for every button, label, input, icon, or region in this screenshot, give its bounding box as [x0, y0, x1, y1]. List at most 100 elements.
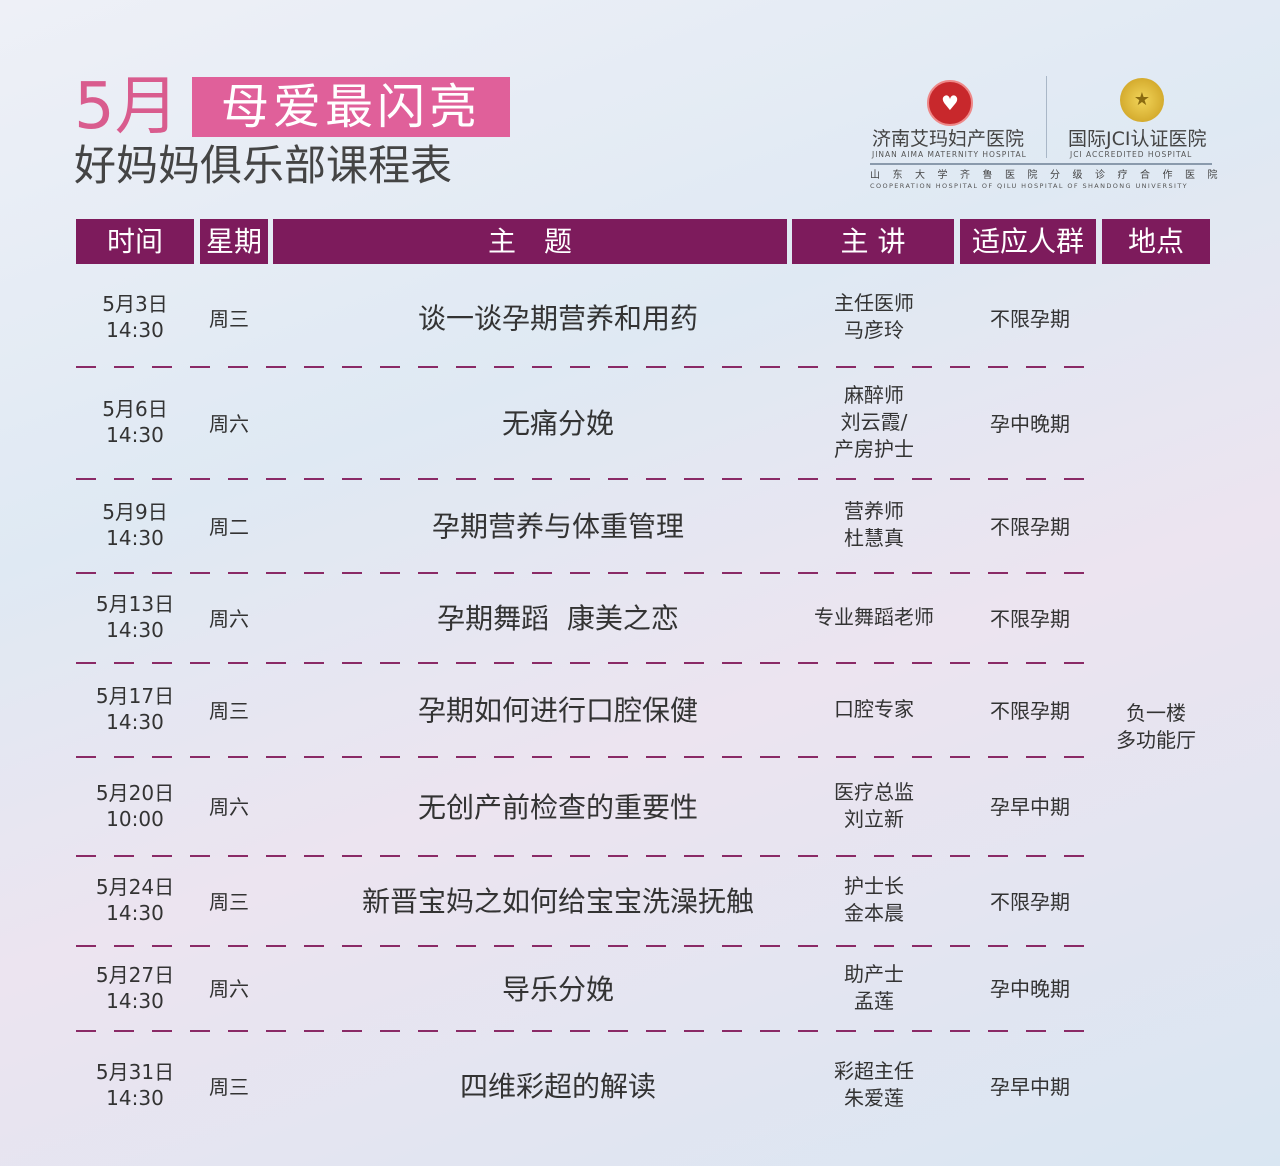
speaker-line: 主任医师 — [834, 291, 914, 315]
slogan-banner: 母爱最闪亮 — [192, 77, 510, 137]
time-cell: 5月31日 14:30 — [76, 1030, 194, 1140]
time-cell: 5月3日 14:30 — [76, 268, 194, 366]
audience-cell: 孕早中期 — [990, 795, 1070, 819]
topic-cell: 四维彩超的解读 — [459, 1070, 656, 1103]
speaker-cell: 护士长 金本晨 — [792, 855, 956, 945]
audience-cell: 孕中晚期 — [990, 977, 1070, 1001]
row-divider — [76, 572, 1102, 574]
time: 14:30 — [106, 988, 164, 1013]
speaker-cell: 营养师 杜慧真 — [792, 478, 956, 572]
audience-cell: 不限孕期 — [990, 606, 1070, 631]
table-row: 5月13日 14:30 周六 孕期舞蹈 康美之恋 专业舞蹈老师 不限孕期 — [76, 572, 1100, 662]
column-header-location: 地点 — [1102, 219, 1210, 264]
row-divider — [76, 478, 1102, 480]
row-divider — [76, 945, 1102, 947]
speaker-line: 护士长 — [844, 874, 904, 898]
column-header-speaker: 主 讲 — [792, 219, 954, 264]
hospital-name-en: JINAN AIMA MATERNITY HOSPITAL — [872, 150, 1027, 159]
weekday-cell: 周六 — [209, 411, 249, 436]
time-cell: 5月6日 14:30 — [76, 366, 194, 478]
speaker-line: 专业舞蹈老师 — [814, 604, 934, 629]
speaker-line: 马彦玲 — [844, 318, 904, 342]
time-cell: 5月24日 14:30 — [76, 855, 194, 945]
speaker-cell: 医疗总监 刘立新 — [792, 756, 956, 855]
table-row: 5月31日 14:30 周三 四维彩超的解读 彩超主任朱爱莲 孕早中期 — [76, 1030, 1100, 1140]
date: 5月13日 — [95, 592, 175, 616]
speaker-cell: 专业舞蹈老师 — [792, 572, 956, 662]
time-cell: 5月27日 14:30 — [76, 945, 194, 1030]
jci-label-en: JCI ACCREDITED HOSPITAL — [1070, 150, 1193, 159]
time-cell: 5月13日 14:30 — [76, 572, 194, 662]
weekday-cell: 周二 — [209, 514, 249, 539]
audience-cell: 孕中晚期 — [990, 411, 1070, 436]
speaker-line: 彩超主任 — [834, 1059, 914, 1083]
table-row: 5月17日 14:30 周三 孕期如何进行口腔保健 口腔专家 不限孕期 — [76, 662, 1100, 756]
time: 14:30 — [106, 526, 164, 550]
time-cell: 5月17日 14:30 — [76, 662, 194, 756]
date: 5月24日 — [95, 875, 175, 899]
jci-label: 国际JCI认证医院 — [1068, 128, 1207, 150]
topic-cell: 孕期如何进行口腔保健 — [417, 694, 698, 727]
time: 14:30 — [106, 1086, 164, 1110]
time: 10:00 — [106, 806, 164, 831]
audience-cell: 不限孕期 — [990, 514, 1070, 539]
divider — [1046, 76, 1047, 158]
date: 5月17日 — [95, 684, 175, 708]
row-divider — [76, 366, 1102, 368]
speaker-line: 医疗总监 — [834, 779, 914, 804]
speaker-line: 朱爱莲 — [844, 1086, 904, 1110]
table-row: 5月9日 14:30 周二 孕期营养与体重管理 营养师 杜慧真 不限孕期 — [76, 478, 1100, 572]
location-line: 多功能厅 — [1116, 728, 1196, 752]
hospital-name: 济南艾玛妇产医院 — [872, 128, 1025, 150]
row-divider — [76, 756, 1102, 758]
column-header-day: 星期 — [200, 219, 268, 264]
time: 14:30 — [106, 618, 164, 642]
column-header-audience: 适应人群 — [960, 219, 1096, 264]
topic-cell: 无创产前检查的重要性 — [417, 790, 698, 824]
table-row: 5月20日 10:00 周六 无创产前检查的重要性 医疗总监 刘立新 孕早中期 — [76, 756, 1100, 855]
date: 5月9日 — [102, 500, 168, 524]
time-cell: 5月9日 14:30 — [76, 478, 194, 572]
topic-cell: 孕期营养与体重管理 — [431, 510, 684, 543]
date: 5月3日 — [102, 292, 168, 316]
weekday-cell: 周三 — [209, 306, 249, 331]
date: 5月20日 — [95, 780, 175, 805]
topic-cell: 无痛分娩 — [501, 407, 614, 440]
date: 5月31日 — [95, 1060, 175, 1084]
audience-cell: 不限孕期 — [990, 889, 1070, 914]
topic-cell: 导乐分娩 — [501, 972, 614, 1006]
cooperation-label: 山东大学齐鲁医院分级诊疗合作医院 — [870, 170, 1230, 181]
page-subtitle: 好妈妈俱乐部课程表 — [74, 141, 453, 190]
audience-cell: 不限孕期 — [990, 306, 1070, 331]
speaker-cell: 彩超主任 朱爱莲 — [792, 1030, 956, 1140]
location-line: 负一楼 — [1126, 701, 1186, 725]
speaker-line: 助产士 — [844, 961, 904, 986]
date: 5月6日 — [102, 397, 168, 421]
audience-cell: 孕早中期 — [990, 1074, 1070, 1099]
row-divider — [76, 855, 1102, 857]
table-row: 5月27日 14:30 周六 导乐分娩 助产士 孟莲 孕中晚期 — [76, 945, 1100, 1030]
hospital-logo-icon: ♥ — [927, 80, 973, 126]
speaker-cell: 主任医师 马彦玲 — [792, 268, 956, 366]
topic-cell: 谈一谈孕期营养和用药 — [417, 302, 698, 335]
table-row: 5月24日 14:30 周三 新晋宝妈之如何给宝宝洗澡抚触 护士长金本晨 不限孕… — [76, 855, 1100, 945]
divider — [870, 163, 1212, 165]
weekday-cell: 周三 — [209, 1074, 249, 1099]
date: 5月27日 — [95, 962, 175, 987]
speaker-cell: 麻醉师 刘云霞/产房护士 — [792, 366, 956, 478]
column-header-time: 时间 — [76, 219, 194, 264]
row-divider — [76, 662, 1102, 664]
month-title: 5月 — [74, 70, 179, 144]
topic-cell: 孕期舞蹈 康美之恋 — [437, 602, 679, 635]
weekday-cell: 周六 — [209, 795, 249, 819]
weekday-cell: 周六 — [209, 977, 249, 1001]
time: 14:30 — [106, 901, 164, 925]
speaker-line: 刘云霞/ — [840, 409, 908, 434]
time-cell: 5月20日 10:00 — [76, 756, 194, 855]
weekday-cell: 周三 — [209, 889, 249, 914]
speaker-line: 刘立新 — [844, 806, 904, 831]
topic-cell: 新晋宝妈之如何给宝宝洗澡抚触 — [361, 885, 754, 918]
time: 14:30 — [106, 423, 164, 447]
speaker-line: 金本晨 — [844, 901, 904, 925]
jci-seal-icon: ★ — [1120, 78, 1164, 122]
